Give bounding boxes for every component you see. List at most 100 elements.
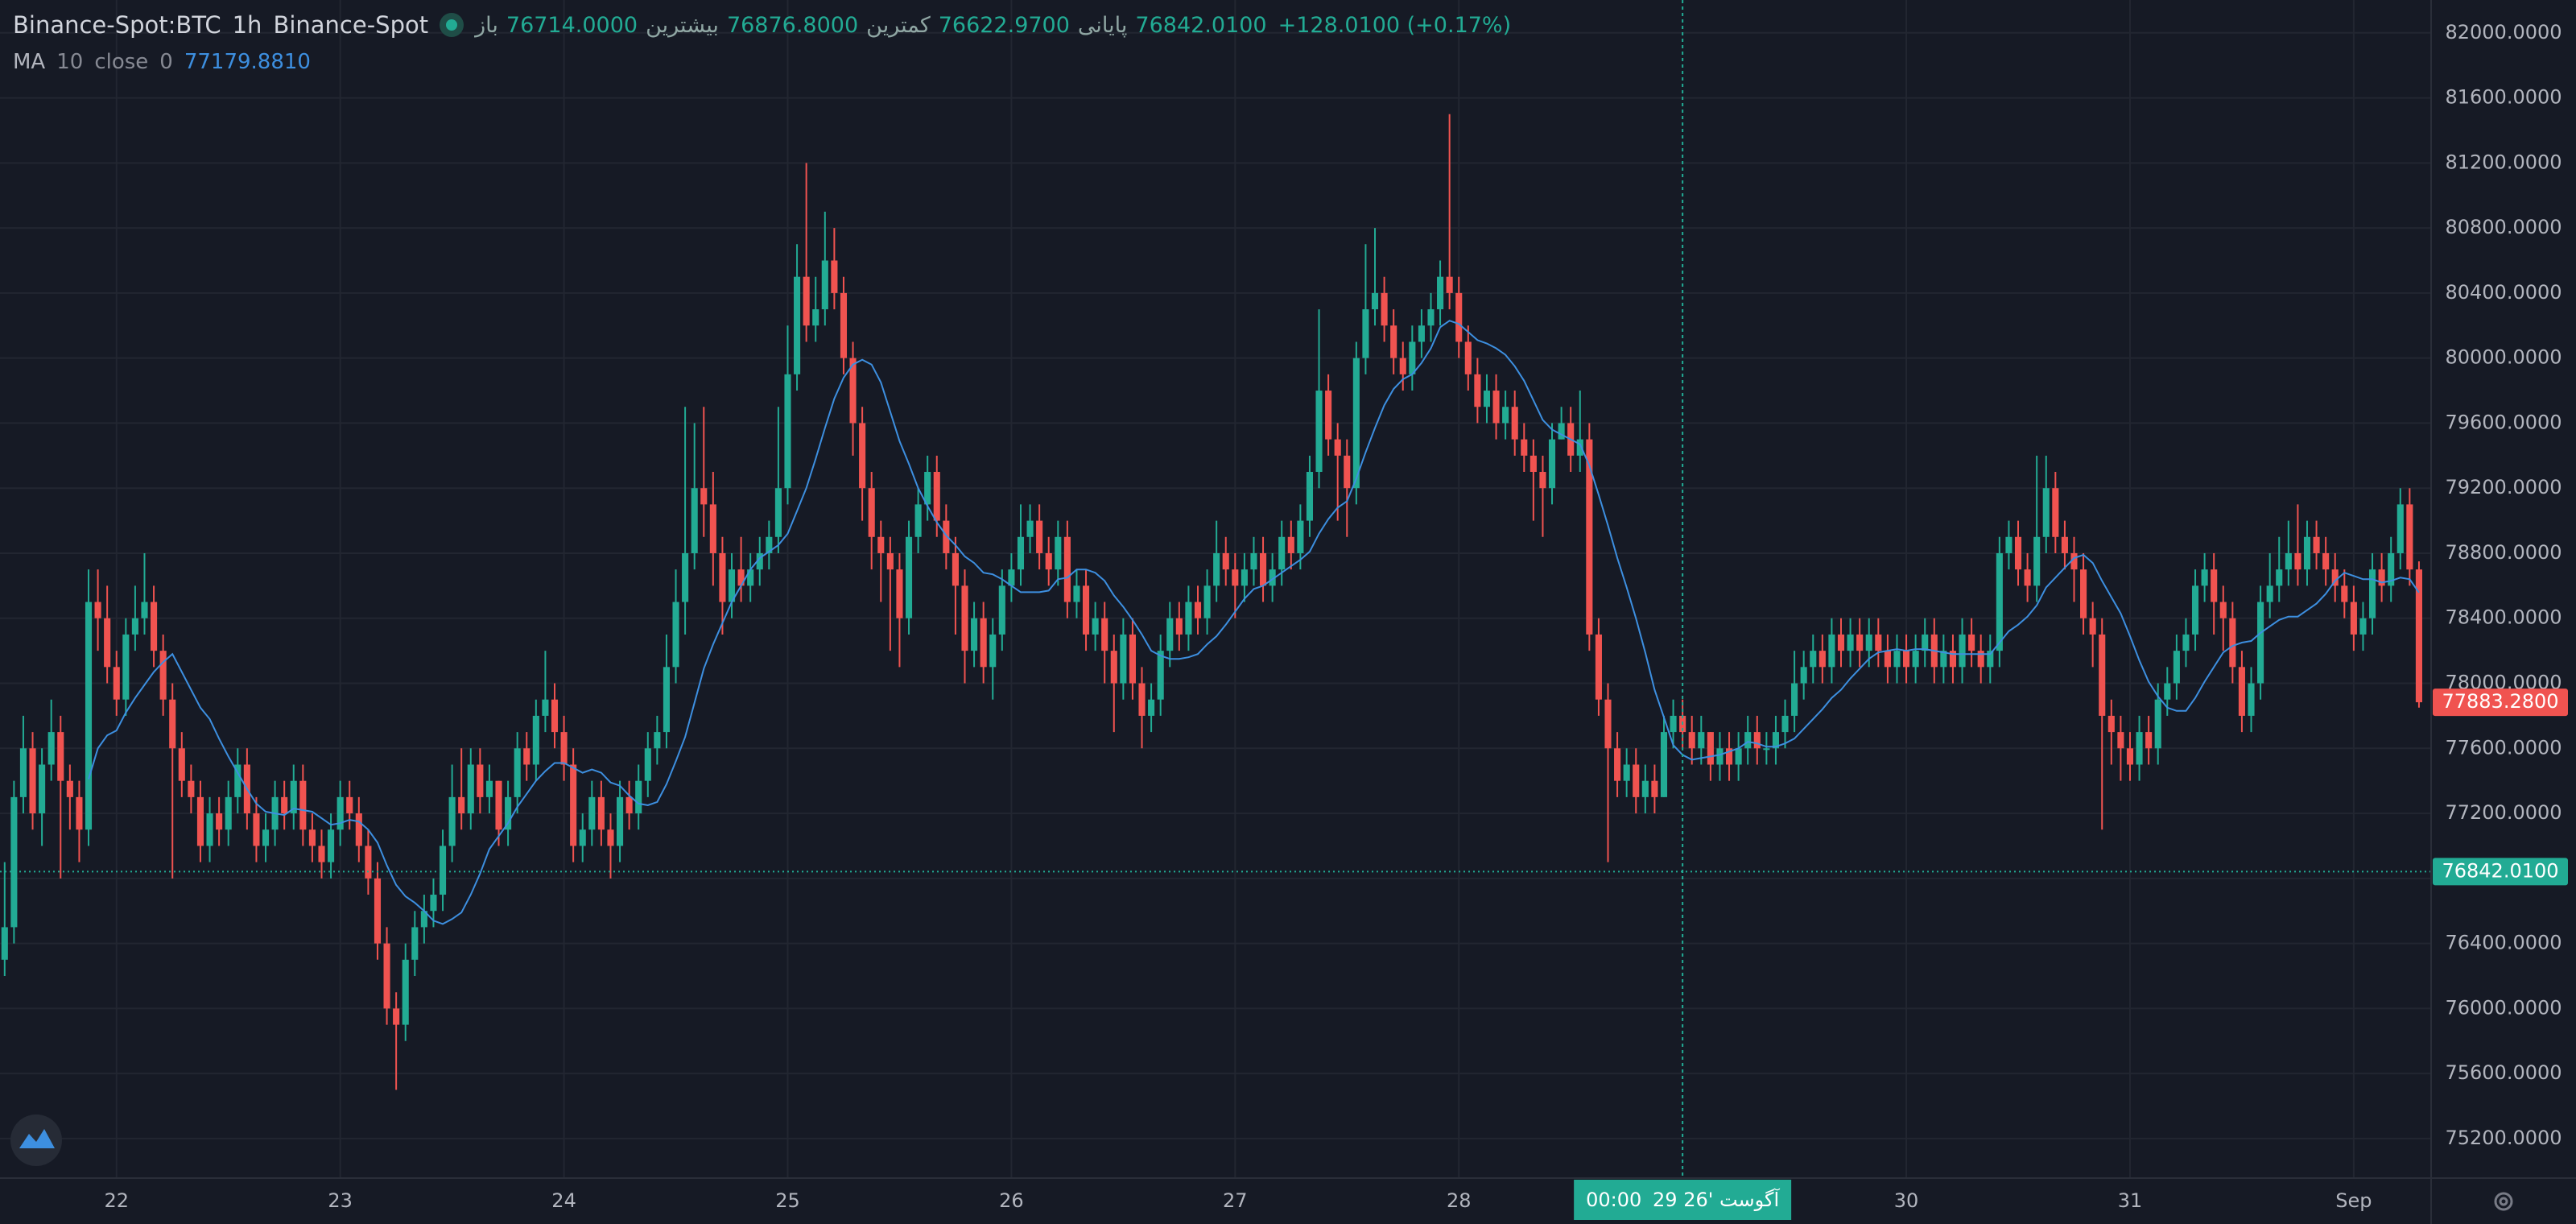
candle-body xyxy=(1949,651,1957,668)
candle-body xyxy=(1903,651,1910,668)
candle-body xyxy=(952,552,959,586)
ohlc-label: کمترین xyxy=(866,12,931,38)
candle-body xyxy=(579,829,586,846)
candle-body xyxy=(728,569,736,602)
candle-body xyxy=(2145,732,2153,749)
candle-body xyxy=(1604,699,1612,749)
candle-body xyxy=(2080,569,2087,618)
ma-line xyxy=(88,320,2420,925)
candle-body xyxy=(2107,715,2115,733)
settings-icon[interactable] xyxy=(2494,1192,2513,1211)
candle-body xyxy=(1297,520,1304,553)
candle-body xyxy=(1138,683,1146,716)
candle-body xyxy=(933,472,940,521)
candle-body xyxy=(1483,391,1491,407)
candle-body xyxy=(1175,618,1183,635)
candle-body xyxy=(1623,764,1630,781)
candle-body xyxy=(1371,292,1379,310)
x-tick-label: 31 xyxy=(2118,1189,2143,1212)
candle-body xyxy=(607,829,614,846)
candle-body xyxy=(2061,536,2068,553)
candle-body xyxy=(709,504,716,553)
exchange: Binance-Spot xyxy=(273,11,429,39)
candle-body xyxy=(234,764,242,797)
candle-body xyxy=(1129,634,1136,684)
candle-body xyxy=(2099,634,2106,716)
crosshair-date: 29 آگوست '26 xyxy=(1653,1188,1780,1211)
candle-body xyxy=(943,520,950,553)
candle-body xyxy=(76,796,83,830)
candle-body xyxy=(1818,651,1826,668)
candle-body xyxy=(1744,732,1752,749)
ohlc-value: 76622.9700 xyxy=(938,12,1070,38)
candle-body xyxy=(877,536,885,553)
candle-body xyxy=(1344,455,1351,489)
candle-body xyxy=(262,829,270,846)
y-tick-label: 80800.0000 xyxy=(2445,216,2562,238)
candle-body xyxy=(1409,341,1416,374)
candle-body xyxy=(766,536,773,553)
candle-body xyxy=(1660,732,1668,797)
candle-body xyxy=(2229,618,2236,668)
candle-body xyxy=(1017,536,1025,570)
candle-body xyxy=(1362,309,1369,358)
candle-body xyxy=(1633,764,1640,797)
candle-body xyxy=(1110,651,1117,684)
candle-body xyxy=(1306,472,1314,521)
candle-body xyxy=(905,536,913,618)
candle-body xyxy=(1008,569,1015,586)
candle-body xyxy=(2089,618,2096,635)
candle-body xyxy=(1847,634,1854,651)
candle-body xyxy=(2276,569,2283,586)
candle-body xyxy=(794,276,801,374)
candle-body xyxy=(2359,618,2367,635)
candle-body xyxy=(2211,569,2218,602)
candle-body xyxy=(393,1008,400,1025)
candle-body xyxy=(1148,699,1155,716)
candle-body xyxy=(1092,618,1099,635)
candle-body xyxy=(411,927,419,960)
ohlc-value: 76714.0000 xyxy=(506,12,638,38)
candle-body xyxy=(1558,423,1565,440)
candle-body xyxy=(2248,683,2255,716)
candle-body xyxy=(1530,455,1537,473)
candle-body xyxy=(2331,569,2339,586)
candle-body xyxy=(113,667,120,700)
candle-body xyxy=(1968,634,1975,651)
indicator-value: 77179.8810 xyxy=(184,50,311,74)
grid xyxy=(0,0,2431,1178)
candle-body xyxy=(1521,439,1528,456)
candle-body xyxy=(1334,439,1341,456)
candle-body xyxy=(196,796,204,846)
candle-body xyxy=(1828,634,1835,668)
candle-body xyxy=(1856,634,1864,651)
candle-body xyxy=(1269,569,1276,586)
candle-body xyxy=(2368,569,2376,618)
candle-body xyxy=(2154,699,2161,749)
candle-body xyxy=(355,813,362,846)
price-tag-label: 76842.0100 xyxy=(2442,859,2558,882)
y-tick-label: 77200.0000 xyxy=(2445,801,2562,824)
candle-body xyxy=(672,602,679,668)
candle-body xyxy=(2005,536,2013,553)
candle-body xyxy=(2406,504,2413,570)
candle-body xyxy=(1437,276,1444,310)
candle-body xyxy=(551,699,559,733)
candle-body xyxy=(514,748,521,797)
indicator-length: 10 xyxy=(56,50,84,74)
candle-body xyxy=(29,748,36,814)
candle-body xyxy=(383,943,390,1009)
candle-body xyxy=(281,796,288,814)
y-tick-label: 81200.0000 xyxy=(2445,151,2562,173)
candle-body xyxy=(617,796,624,846)
candle-body xyxy=(39,764,46,814)
candle-body xyxy=(1166,618,1174,651)
candle-body xyxy=(10,796,18,928)
candle-body xyxy=(1474,374,1481,407)
candle-body xyxy=(1502,407,1509,424)
y-tick-label: 81600.0000 xyxy=(2445,86,2562,109)
candle-body xyxy=(66,780,73,797)
candle-body xyxy=(402,959,409,1025)
